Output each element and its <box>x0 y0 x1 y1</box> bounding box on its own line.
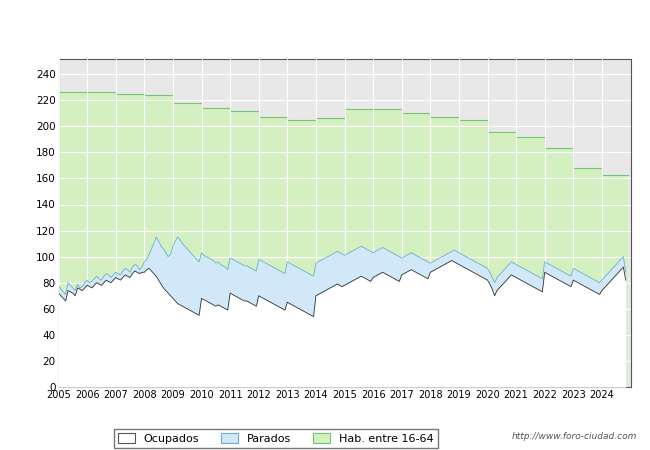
Text: Villagarcía de Campos - Evolucion de la poblacion en edad de Trabajar Noviembre : Villagarcía de Campos - Evolucion de la … <box>66 18 584 29</box>
Text: http://www.foro-ciudad.com: http://www.foro-ciudad.com <box>512 432 637 441</box>
Legend: Ocupados, Parados, Hab. entre 16-64: Ocupados, Parados, Hab. entre 16-64 <box>114 429 438 448</box>
